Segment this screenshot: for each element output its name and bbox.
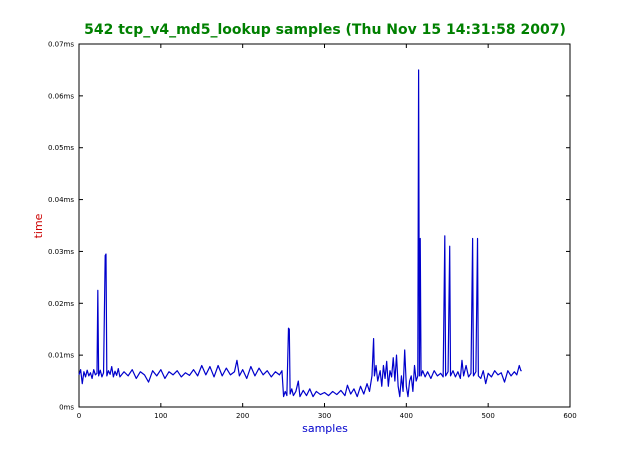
x-tick-label: 500 — [481, 412, 494, 420]
y-tick-label: 0ms — [59, 404, 74, 412]
y-tick-label: 0.03ms — [48, 248, 74, 256]
y-tick-label: 0.07ms — [48, 41, 74, 49]
y-tick-label: 0.01ms — [48, 352, 74, 360]
plot-area — [78, 43, 571, 408]
series-layer — [78, 69, 522, 398]
y-tick-label: 0.02ms — [48, 300, 74, 308]
x-tick-label: 200 — [236, 412, 249, 420]
x-tick-label: 100 — [154, 412, 167, 420]
x-axis-label: samples — [302, 422, 348, 435]
y-tick-label: 0.05ms — [48, 144, 74, 152]
x-tick-label: 600 — [563, 412, 576, 420]
chart-title: 542 tcp_v4_md5_lookup samples (Thu Nov 1… — [84, 22, 566, 38]
y-tick-label: 0.06ms — [48, 92, 74, 100]
y-tick-label: 0.04ms — [48, 196, 74, 204]
x-tick-label: 400 — [400, 412, 413, 420]
y-axis-ticks: 0ms 0.01ms 0.02ms 0.03ms 0.04ms 0.05ms 0.06ms 0… — [48, 41, 570, 412]
y-axis-label: time — [32, 213, 45, 238]
x-tick-label: 0 — [77, 412, 81, 420]
x-axis-ticks: 0 100 200 300 400 500 600 — [77, 44, 577, 420]
series-line — [78, 69, 522, 398]
x-tick-label: 300 — [318, 412, 331, 420]
